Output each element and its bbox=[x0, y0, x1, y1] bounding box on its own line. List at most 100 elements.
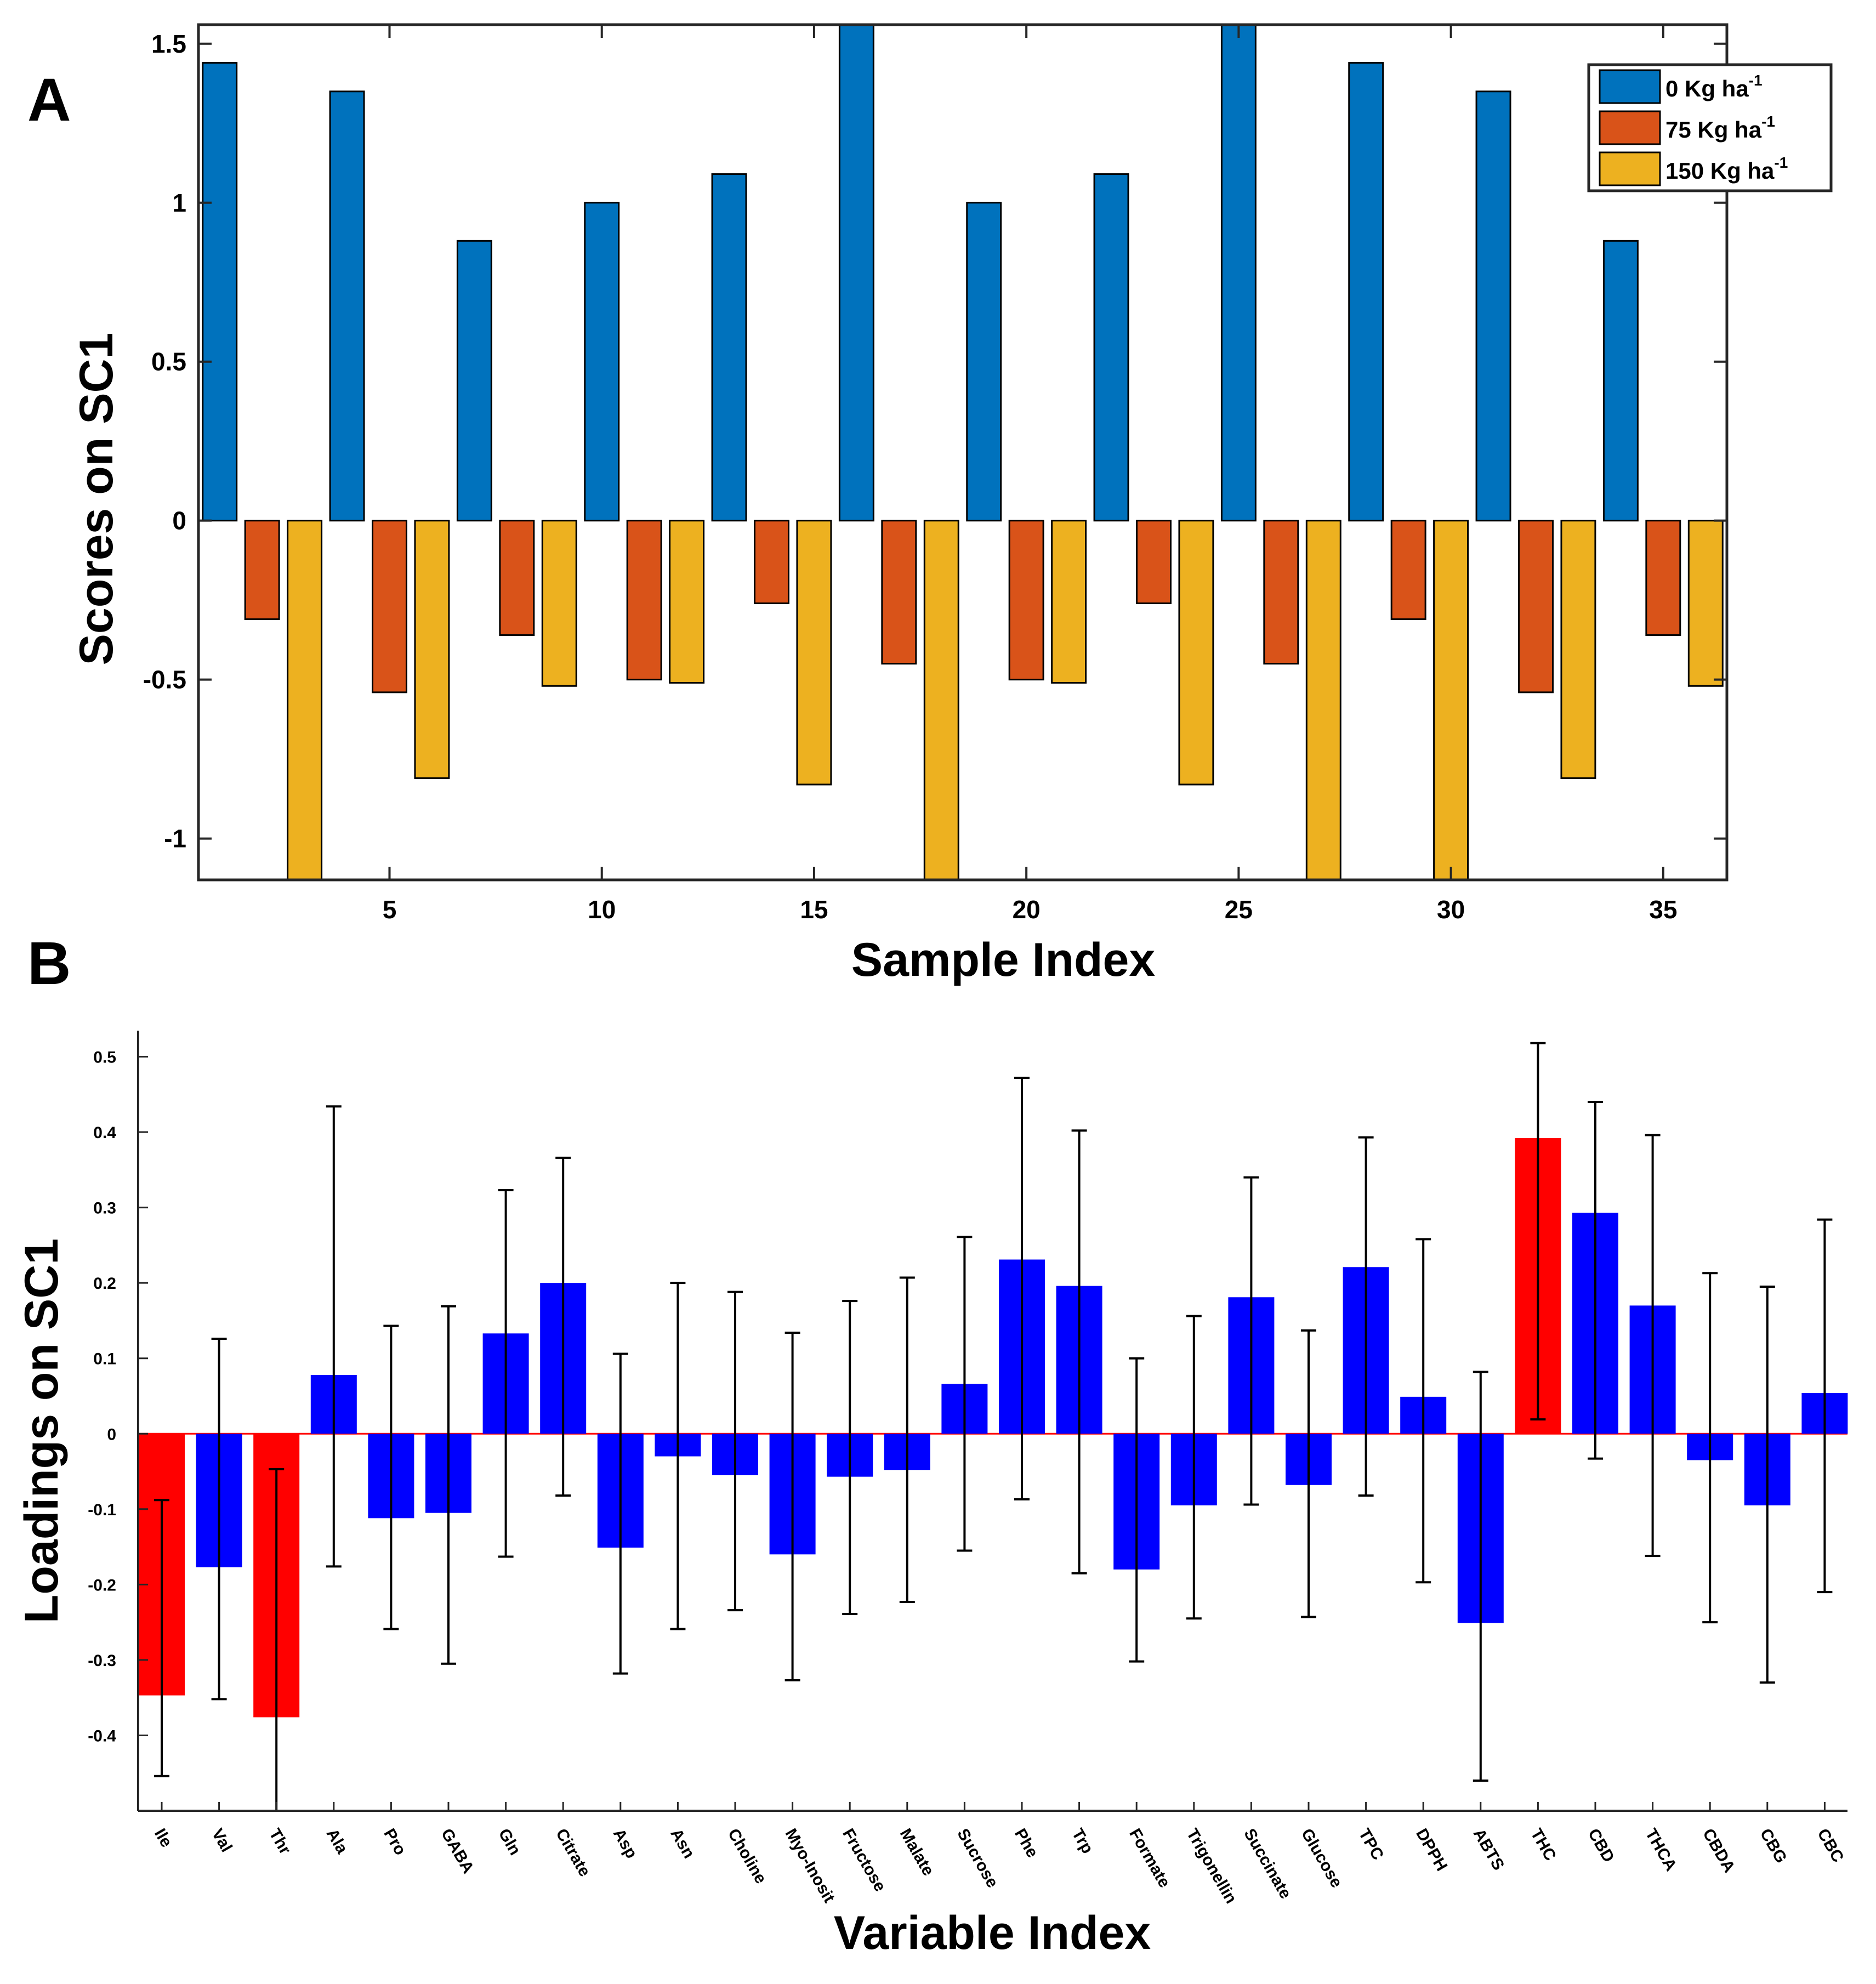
b-errorbar-trigonellin bbox=[1186, 1315, 1202, 1620]
b-y-axis-label: Loadings on SC1 bbox=[15, 1238, 68, 1623]
b-category-label-cbg: CBG bbox=[1756, 1826, 1790, 1866]
b-category-label-thca: THCA bbox=[1642, 1826, 1680, 1874]
a-bar-150-kg-ha-sample-36 bbox=[1687, 520, 1724, 687]
b-axes: -0.4 -0.3 -0.2 -0.1 0 0.1 0.2 0.3 0.4 0.5 Ile Val Th… bbox=[88, 1031, 1847, 1907]
a-xtick-label: 15 bbox=[800, 895, 828, 924]
a-xtick-label: 10 bbox=[588, 895, 616, 924]
a-legend: 0 Kg ha-1 75 Kg ha-1 150 Kg ha-1 bbox=[1587, 63, 1833, 192]
b-errorbar-citrate bbox=[555, 1156, 571, 1497]
panel-b: B Loadings on SC1 Variable Index -0.4-0.… bbox=[15, 930, 1848, 1959]
a-bar-0-kg-ha-sample-31 bbox=[1475, 90, 1511, 522]
a-legend-label-75kg: 75 Kg ha-1 bbox=[1665, 113, 1775, 143]
a-bar-75-kg-ha-sample-17 bbox=[881, 520, 917, 665]
a-bar-150-kg-ha-sample-33 bbox=[1560, 520, 1596, 779]
a-legend-swatch-0kg bbox=[1599, 69, 1661, 104]
a-axes-box bbox=[197, 23, 1729, 882]
b-errorbar-succinate bbox=[1243, 1176, 1259, 1506]
b-errorbar-malate bbox=[899, 1276, 915, 1603]
b-category-label-cbc: CBC bbox=[1814, 1826, 1847, 1866]
b-category-label-cbda: CBDA bbox=[1699, 1826, 1738, 1876]
b-ytick-label: -0.4 bbox=[88, 1727, 116, 1745]
b-category-label-fructose: Fructose bbox=[839, 1826, 889, 1895]
a-xtick-label: 20 bbox=[1013, 895, 1041, 924]
b-category-label-pro: Pro bbox=[380, 1826, 410, 1858]
a-bar-150-kg-ha-sample-18 bbox=[923, 520, 959, 881]
b-errorbar-sucrose bbox=[957, 1236, 973, 1552]
a-bar-0-kg-ha-sample-19 bbox=[966, 202, 1002, 522]
a-xtick-label: 25 bbox=[1225, 895, 1253, 924]
b-bars bbox=[138, 1042, 1848, 1812]
b-category-label-val: Val bbox=[208, 1826, 236, 1855]
a-bar-150-kg-ha-sample-21 bbox=[1051, 520, 1087, 684]
a-bar-0-kg-ha-sample-34 bbox=[1602, 240, 1639, 522]
b-errorbar-asp bbox=[612, 1352, 628, 1675]
a-ytick-label: 1 bbox=[172, 189, 186, 217]
panel-a: A Scores on SC1 Sample Index -1 -0.5 0 0.5 1… bbox=[27, 23, 1833, 986]
a-bar-75-kg-ha-sample-11 bbox=[626, 520, 662, 681]
a-ytick-label: 1.5 bbox=[151, 30, 186, 58]
b-errorbar-tpc bbox=[1358, 1136, 1374, 1497]
b-ytick-label: 0 bbox=[107, 1425, 116, 1443]
b-errorbar-choline bbox=[727, 1291, 743, 1612]
b-category-label-succinate: Succinate bbox=[1240, 1826, 1294, 1902]
b-errorbar-formate bbox=[1129, 1357, 1145, 1663]
b-category-label-trigonellin: Trigonellin bbox=[1183, 1826, 1240, 1907]
a-y-axis-label: Scores on SC1 bbox=[70, 333, 123, 666]
a-bar-0-kg-ha-sample-7 bbox=[456, 240, 492, 522]
a-bar-0-kg-ha-sample-10 bbox=[584, 202, 620, 522]
b-errorbar-myo-inosit bbox=[784, 1331, 800, 1682]
b-category-label-gaba: GABA bbox=[437, 1826, 477, 1877]
a-ytick-label: -0.5 bbox=[143, 666, 186, 694]
b-category-label-citrate: Citrate bbox=[552, 1826, 594, 1880]
b-category-label-formate: Formate bbox=[1125, 1826, 1174, 1891]
b-errorbar-fructose bbox=[842, 1300, 858, 1615]
a-legend-label-75kg-name: 75 Kg ha bbox=[1665, 117, 1762, 143]
a-bar-0-kg-ha-sample-13 bbox=[711, 173, 747, 522]
b-category-label-glucose: Glucose bbox=[1298, 1826, 1346, 1891]
a-bar-150-kg-ha-sample-30 bbox=[1433, 520, 1469, 881]
a-ytick-label: 0.5 bbox=[151, 348, 186, 376]
a-bar-150-kg-ha-sample-6 bbox=[414, 520, 450, 779]
a-bar-150-kg-ha-sample-27 bbox=[1305, 520, 1341, 881]
a-xtick-label: 35 bbox=[1649, 895, 1677, 924]
b-category-label-trp: Trp bbox=[1068, 1826, 1097, 1857]
a-bar-0-kg-ha-sample-1 bbox=[202, 62, 238, 522]
a-legend-label-150kg: 150 Kg ha-1 bbox=[1665, 154, 1788, 184]
b-ytick-label: -0.1 bbox=[88, 1501, 116, 1519]
a-xtick-label: 5 bbox=[383, 895, 397, 924]
a-bar-75-kg-ha-sample-14 bbox=[754, 520, 789, 604]
a-bars bbox=[202, 24, 1724, 881]
a-bar-75-kg-ha-sample-26 bbox=[1263, 520, 1299, 665]
b-ytick-label: -0.3 bbox=[88, 1652, 116, 1670]
a-legend-label-0kg-sup: -1 bbox=[1749, 72, 1763, 89]
b-category-label-sucrose: Sucrose bbox=[953, 1826, 1002, 1891]
b-errorbar-thc bbox=[1530, 1042, 1546, 1421]
a-ytick-label: -1 bbox=[164, 825, 186, 853]
a-bar-75-kg-ha-sample-32 bbox=[1518, 520, 1554, 693]
a-ticks: -1 -0.5 0 0.5 1 1.5 5 10 15 20 25 30 35 bbox=[143, 25, 1727, 924]
b-category-label-dpph: DPPH bbox=[1412, 1826, 1451, 1874]
b-category-label-malate: Malate bbox=[896, 1826, 937, 1879]
panel-a-letter: A bbox=[27, 66, 71, 134]
b-errorbar-asn bbox=[670, 1282, 686, 1630]
b-category-label-tpc: TPC bbox=[1355, 1826, 1388, 1863]
a-bar-0-kg-ha-sample-4 bbox=[329, 90, 365, 522]
panel-b-letter: B bbox=[27, 930, 71, 997]
b-errorbar-thca bbox=[1645, 1134, 1661, 1557]
b-ytick-label: 0.1 bbox=[93, 1350, 116, 1368]
a-bar-75-kg-ha-sample-23 bbox=[1136, 520, 1172, 604]
b-errorbar-dpph bbox=[1415, 1238, 1431, 1584]
b-ytick-label: 0.5 bbox=[93, 1049, 116, 1067]
a-bar-150-kg-ha-sample-24 bbox=[1178, 520, 1214, 786]
a-ytick-label: 0 bbox=[172, 507, 186, 535]
a-bar-75-kg-ha-sample-35 bbox=[1645, 520, 1681, 636]
b-errorbar-ala bbox=[326, 1105, 342, 1568]
b-category-label-asn: Asn bbox=[667, 1826, 698, 1862]
a-bar-75-kg-ha-sample-20 bbox=[1008, 520, 1044, 681]
a-x-axis-label: Sample Index bbox=[851, 934, 1156, 986]
b-errorbar-glucose bbox=[1301, 1329, 1316, 1618]
a-xtick-label: 30 bbox=[1437, 895, 1465, 924]
a-bar-75-kg-ha-sample-5 bbox=[372, 520, 407, 693]
b-ytick-label: 0.2 bbox=[93, 1275, 116, 1293]
b-ytick-label: 0.4 bbox=[93, 1124, 116, 1142]
